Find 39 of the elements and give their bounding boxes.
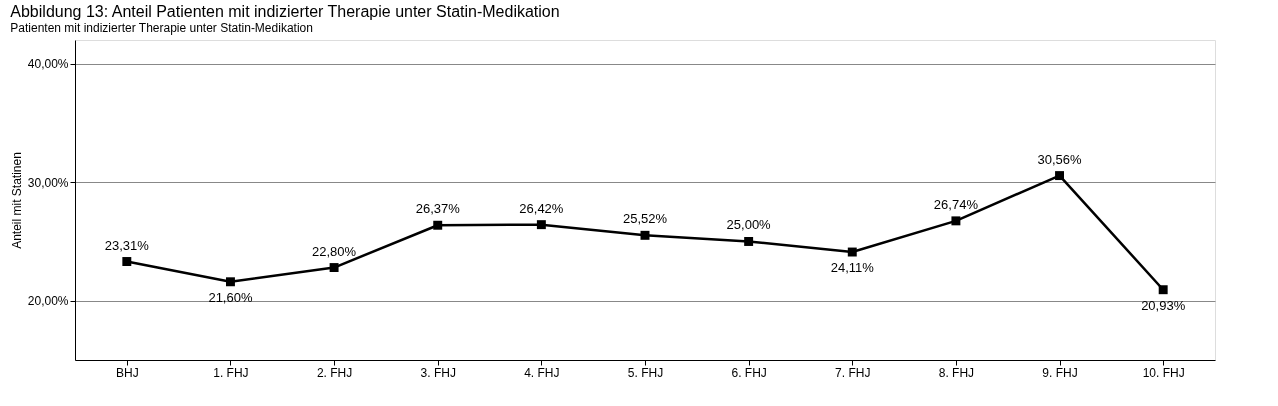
chart-title: Abbildung 13: Anteil Patienten mit indizierter Therapie unter Statin-Medikation: [10, 3, 560, 20]
x-tick-label: 7. FHJ: [835, 365, 871, 380]
x-tick-label: 4. FHJ: [524, 365, 560, 380]
point: [847, 247, 857, 257]
data-label: 23,31%: [104, 237, 150, 253]
point: [122, 257, 132, 266]
point: [951, 216, 961, 226]
point: [640, 230, 650, 240]
x-tick-label: 9. FHJ: [1042, 365, 1078, 380]
data-label: 20,93%: [1141, 297, 1186, 313]
y-tick-label: 20,00%: [27, 294, 69, 309]
x-tick-label: 5. FHJ: [627, 365, 664, 380]
x-tick-label: 6. FHJ: [731, 365, 767, 380]
x-tick-label: 1. FHJ: [213, 365, 249, 380]
point: [433, 220, 443, 230]
y-tick-label: 30,00%: [27, 175, 69, 190]
point: [1055, 171, 1065, 181]
data-label: 26,74%: [933, 196, 979, 212]
data-label: 25,52%: [622, 211, 668, 227]
point: [536, 220, 546, 230]
x-tick-label: 8. FHJ: [938, 365, 975, 380]
point: [225, 277, 235, 287]
data-label: 21,60%: [208, 289, 253, 305]
data-label: 22,80%: [312, 243, 357, 259]
data-label: 26,37%: [415, 201, 461, 217]
point: [329, 263, 339, 273]
data-label: 24,11%: [830, 260, 875, 276]
x-tick-label: 2. FHJ: [316, 365, 353, 380]
point: [1158, 285, 1168, 295]
point: [744, 237, 754, 246]
x-tick-label: 3. FHJ: [420, 365, 456, 380]
x-tick-label: BHJ: [115, 365, 139, 380]
x-tick-label: 10. FHJ: [1142, 365, 1185, 380]
data-label: 26,42%: [519, 200, 564, 216]
chart-subtitle: Patienten mit indizierter Therapie unter Statin-Medikation: [10, 21, 313, 35]
data-label: 25,00%: [726, 217, 772, 233]
y-tick-label: 40,00%: [27, 57, 69, 72]
data-label: 30,56%: [1037, 151, 1083, 167]
y-axis-title: Anteil mit Statinen: [9, 152, 24, 249]
